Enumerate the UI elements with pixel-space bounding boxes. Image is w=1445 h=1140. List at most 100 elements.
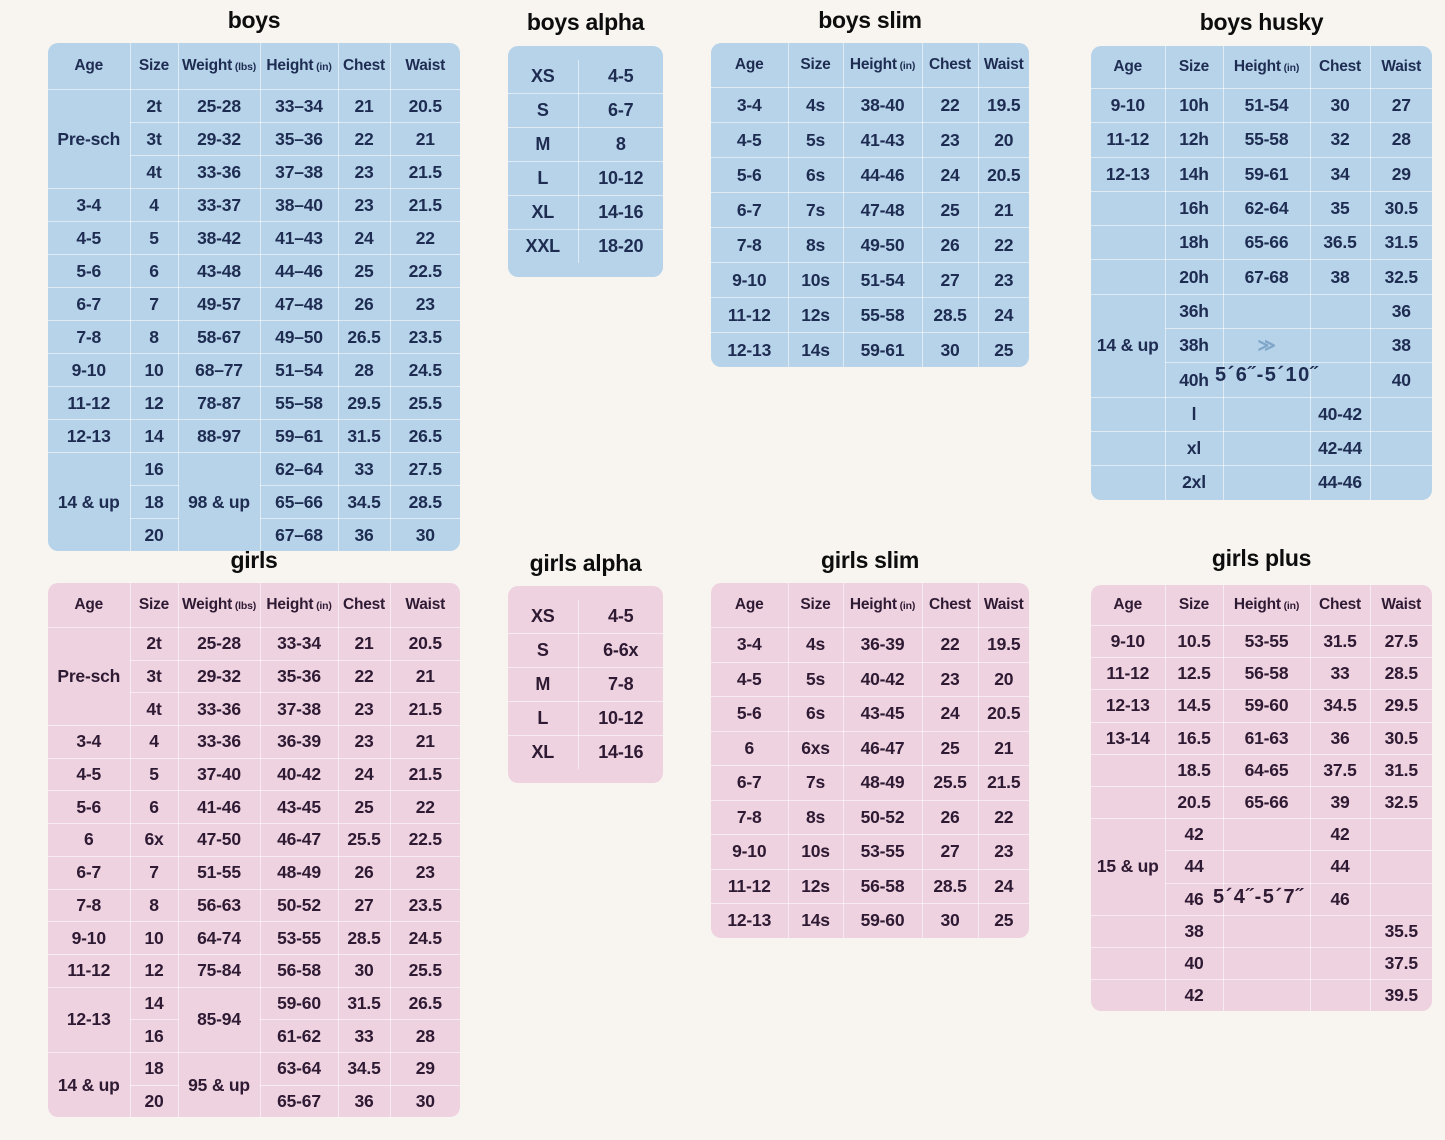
cell: 40h [1164,362,1224,398]
table-row: 7-8 8s 50-52 26 22 [711,799,1029,835]
cell: 33-37 [177,188,261,222]
chart-panel: XS 4-5 S 6-6x M 7-8 L 10-12 XL 14-16 [508,586,663,783]
table-row: 12-13 14.5 59-60 34.5 29.5 [1091,689,1432,723]
cell: 5-6 [711,157,789,193]
cell: 38 [1309,259,1371,295]
cell: 34 [1309,156,1371,192]
cell: 67-68 [1222,259,1311,295]
cell: 29 [1369,156,1432,192]
cell: 22 [337,659,391,694]
table-row: 9-10 10s 53-55 27 23 [711,834,1029,870]
cell: 48-49 [259,855,339,890]
cell: 44-46 [1309,465,1371,500]
cell: 37.5 [1309,753,1371,787]
cell: 51-55 [177,855,261,890]
size-table-boys: Age Size Weight (lbs) Height (in) Chest Waist… [48,43,460,551]
cell: 12-13 [48,986,131,1053]
cell: 14-16 [577,195,663,230]
cell: 11-12 [48,953,131,988]
cell: 22 [977,227,1029,263]
cell: 37–38 [259,155,339,189]
cell: 33 [337,452,391,486]
cell: xl [1164,430,1224,467]
cell: 36h [1164,293,1224,330]
cell: XL [508,195,579,230]
cell: 6x [129,823,179,857]
cell: Pre-sch [48,89,131,189]
cell: 14h [1164,156,1224,192]
chart-title-boys: boys [227,7,281,33]
cell: 56-58 [842,868,923,904]
cell: 62–64 [259,452,339,486]
cell: 25-28 [177,627,261,661]
table-row: 12-13 14h 59-61 34 29 [1091,156,1432,192]
cell: 9-10 [1091,624,1166,659]
empty-cell [1222,430,1311,467]
table-row: 7-8 8 56-63 50-52 27 23.5 [48,888,460,923]
cell: 33-36 [177,725,261,759]
cell: 26 [921,799,979,835]
cell: 42 [1164,979,1224,1012]
cell: 2xl [1164,465,1224,500]
cell: 19.5 [977,87,1029,123]
empty-cell [1369,465,1432,500]
cell: 47-48 [842,192,923,228]
cell: 5-6 [711,696,789,732]
column-header-chest: Chest [337,583,391,628]
cell: 24 [977,297,1029,333]
cell: 59-60 [259,986,339,1021]
cell: 7-8 [711,799,789,835]
cell: 3-4 [48,725,131,759]
cell: 5 [129,757,179,792]
cell: 12-13 [711,903,789,938]
cell: 20h [1164,259,1224,295]
size-chart-girls-alpha: girls alpha XS 4-5 S 6-6x M 7-8 L 10-12 XL 14-16 [508,549,663,783]
cell: 9-10 [711,834,789,870]
size-chart-girls: girls Age Size Weight (lbs) Height (in) Ches… [48,546,460,1118]
cell: 20.5 [977,157,1029,193]
cell: 16 [129,1019,179,1053]
column-header-weight: Weight (lbs) [177,43,261,90]
empty-cell [1091,946,1166,981]
cell: 22.5 [389,254,460,288]
cell: 5s [787,661,844,697]
table-row: 4-5 5 38-42 41–43 24 22 [48,221,460,255]
chart-title-boys-slim: boys slim [818,7,922,33]
cell: 16 [129,452,179,486]
cell: 26 [921,227,979,263]
table-row: 5-6 6s 44-46 24 20.5 [711,157,1029,193]
cell: 28.5 [921,297,979,333]
cell: 14s [787,903,844,938]
table-row: 38h ≫ 38 [1091,328,1432,364]
column-header-chest: Chest [921,583,979,628]
cell: 18.5 [1164,753,1224,787]
cell: 53-55 [1222,624,1311,659]
cell: 6 [129,790,179,825]
cell: 6-7 [577,93,663,128]
table-row: 15 & up 42 42 [1091,818,1432,916]
cell: 14-16 [577,735,663,770]
cell: 27 [921,834,979,870]
cell: XS [508,599,579,634]
empty-cell [1091,785,1166,820]
column-header-waist: Waist [389,583,460,628]
cell: 36-39 [259,725,339,759]
column-header-size: Size [1164,46,1224,89]
cell: 2t [129,89,179,123]
cell: 41-43 [842,122,923,158]
cell: 31.5 [1309,624,1371,659]
cell: 11-12 [711,868,789,904]
cell: 4 [129,725,179,759]
column-header-height: Height (in) [259,583,339,628]
cell: 31.5 [337,419,391,453]
cell: 4-5 [48,221,131,255]
cell: 7-8 [48,888,131,923]
cell: 30.5 [1369,721,1432,755]
size-chart-boys-slim: boys slim Age Size Height (in) Chest Waist 3-… [711,6,1029,367]
cell: 33-36 [177,692,261,727]
table-row: 3t 29-32 35–36 22 21 [48,122,460,156]
chart-title-girls-alpha: girls alpha [529,550,642,576]
cell: 21.5 [389,188,460,222]
empty-cell [1091,225,1166,261]
cell: M [508,667,579,702]
